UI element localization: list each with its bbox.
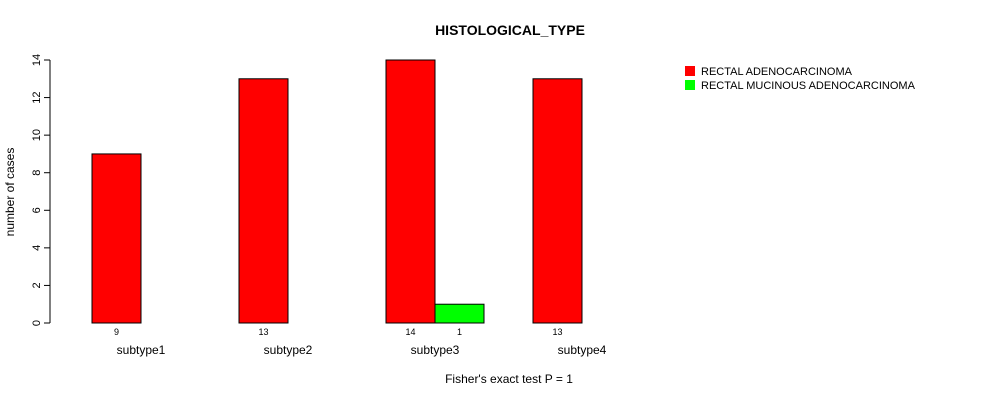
x-category-label: subtype3 [411,343,460,357]
legend: RECTAL ADENOCARCINOMA RECTAL MUCINOUS ADE… [685,66,916,92]
bar [434,303,485,324]
legend-label: RECTAL ADENOCARCINOMA [701,66,853,78]
y-tick-label: 6 [31,207,43,213]
y-axis: 0 2 4 6 8 10 12 14 [31,54,51,326]
y-tick-label: 4 [31,245,43,251]
y-tick-label: 0 [31,320,43,326]
bar [238,78,289,324]
y-axis-label: number of cases [3,148,17,237]
x-category-label: subtype4 [558,343,607,357]
y-tick-label: 12 [31,91,43,103]
y-tick-label: 14 [31,54,43,66]
y-tick-label: 8 [31,170,43,176]
bar [91,153,142,324]
bar [532,78,583,324]
legend-swatch [685,66,695,76]
bar-count-label: 14 [405,327,415,337]
x-axis-caption: Fisher's exact test P = 1 [445,372,573,386]
x-category-label: subtype2 [264,343,313,357]
bar-count-label: 13 [552,327,562,337]
y-tick-label: 10 [31,129,43,141]
bar [385,59,436,324]
bar-count-label: 13 [258,327,268,337]
bars: 9 subtype1 13 subtype2 14 1 subtype3 13 subtype4 [91,59,607,357]
y-tick-label: 2 [31,282,43,288]
legend-swatch [685,80,695,90]
bar-count-label: 1 [457,327,462,337]
legend-label: RECTAL MUCINOUS ADENOCARCINOMA [701,80,916,92]
chart-title: HISTOLOGICAL_TYPE [435,22,585,38]
bar-count-label: 9 [114,327,119,337]
x-category-label: subtype1 [117,343,166,357]
